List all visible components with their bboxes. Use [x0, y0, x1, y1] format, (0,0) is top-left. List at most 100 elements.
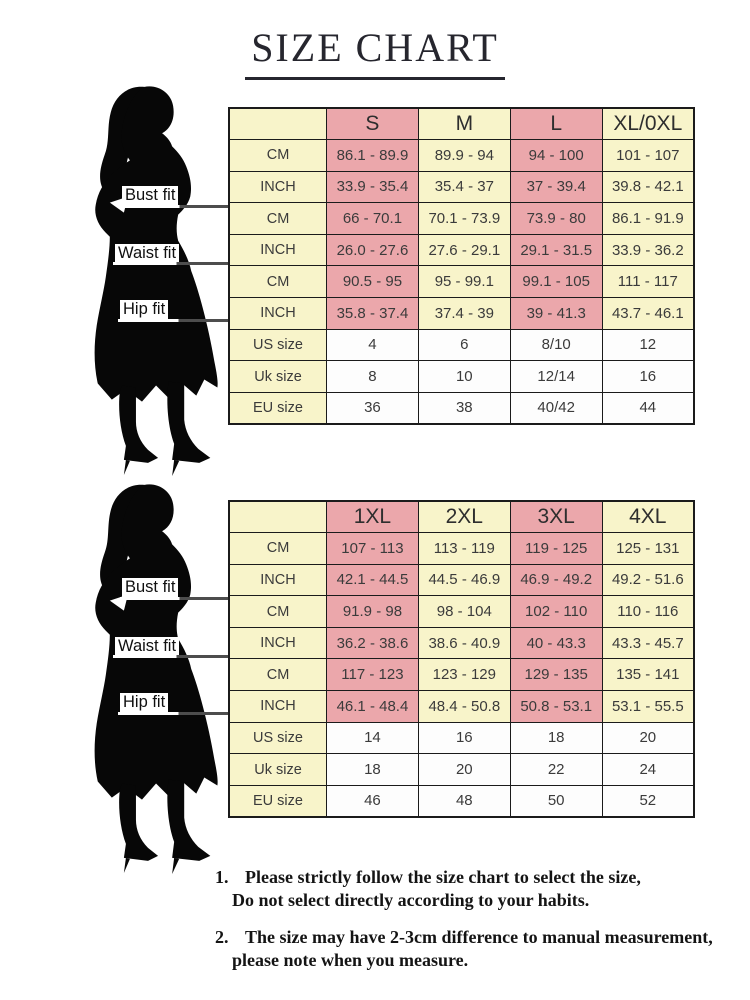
- hip-fit-label-1: Hip fit: [120, 300, 169, 319]
- value-cell: 8: [326, 360, 419, 393]
- table-row: CM 86.1 - 89.9 89.9 - 94 94 - 100 101 - 107: [228, 139, 695, 172]
- value-cell: 39 - 41.3: [509, 297, 603, 330]
- note-2-line-2: please note when you measure.: [232, 950, 469, 970]
- hip-fit-line-1: [118, 319, 228, 322]
- row-label-cell: INCH: [228, 170, 327, 204]
- bust-fit-label-2: Bust fit: [122, 578, 179, 597]
- row-label-cell: Uk size: [228, 360, 327, 393]
- value-cell: 18: [509, 721, 603, 755]
- value-cell: 125 - 131: [601, 532, 695, 565]
- value-cell: 37 - 39.4: [509, 170, 603, 204]
- value-cell: 39.8 - 42.1: [601, 170, 695, 204]
- value-cell: 53.1 - 55.5: [601, 690, 695, 723]
- value-cell: 42.1 - 44.5: [326, 563, 419, 597]
- row-label-cell: INCH: [228, 626, 327, 660]
- value-cell: 89.9 - 94: [417, 139, 511, 172]
- waist-fit-label-1: Waist fit: [115, 244, 180, 263]
- value-cell: 36: [326, 391, 419, 425]
- table-row: INCH 42.1 - 44.5 44.5 - 46.9 46.9 - 49.2 49.…: [228, 563, 695, 597]
- note-1-line-1: Please strictly follow the size chart to…: [245, 867, 641, 887]
- value-cell: 35.4 - 37: [417, 170, 511, 204]
- value-cell: 48.4 - 50.8: [417, 690, 511, 723]
- size-column-header: L: [509, 107, 603, 141]
- row-label-cell: CM: [228, 139, 327, 172]
- value-cell: 91.9 - 98: [326, 595, 419, 628]
- value-cell: 46: [326, 784, 419, 818]
- value-cell: 90.5 - 95: [326, 265, 419, 299]
- table-row: US size 14 16 18 20: [228, 721, 695, 755]
- table-row: CM 90.5 - 95 95 - 99.1 99.1 - 105 111 - 117: [228, 265, 695, 299]
- hip-fit-line-2: [118, 712, 228, 715]
- size-header-row: 1XL 2XL 3XL 4XL: [228, 500, 695, 534]
- value-cell: 135 - 141: [601, 658, 695, 692]
- note-1-line-2: Do not select directly according to your…: [232, 890, 590, 910]
- corner-cell: [228, 107, 327, 141]
- size-column-header: S: [326, 107, 419, 141]
- value-cell: 18: [326, 753, 419, 786]
- value-cell: 43.3 - 45.7: [601, 626, 695, 660]
- value-cell: 101 - 107: [601, 139, 695, 172]
- value-cell: 36.2 - 38.6: [326, 626, 419, 660]
- row-label-cell: CM: [228, 532, 327, 565]
- table-row: INCH 33.9 - 35.4 35.4 - 37 37 - 39.4 39.8 - …: [228, 170, 695, 204]
- value-cell: 73.9 - 80: [509, 202, 603, 235]
- value-cell: 46.9 - 49.2: [509, 563, 603, 597]
- waist-fit-line-2: [113, 655, 228, 658]
- value-cell: 44: [601, 391, 695, 425]
- table-row: INCH 26.0 - 27.6 27.6 - 29.1 29.1 - 31.5 33.…: [228, 233, 695, 267]
- bust-fit-label-1: Bust fit: [122, 186, 179, 205]
- value-cell: 50: [509, 784, 603, 818]
- value-cell: 99.1 - 105: [509, 265, 603, 299]
- waist-fit-label-2: Waist fit: [115, 637, 180, 656]
- value-cell: 49.2 - 51.6: [601, 563, 695, 597]
- woman-silhouette-1: [58, 84, 232, 476]
- note-2-number: 2.: [215, 927, 229, 947]
- row-label-cell: INCH: [228, 297, 327, 330]
- value-cell: 16: [601, 360, 695, 393]
- size-column-header: XL/0XL: [601, 107, 695, 141]
- value-cell: 12: [601, 328, 695, 362]
- waist-fit-line-1: [113, 262, 228, 265]
- value-cell: 40 - 43.3: [509, 626, 603, 660]
- value-cell: 27.6 - 29.1: [417, 233, 511, 267]
- value-cell: 129 - 135: [509, 658, 603, 692]
- row-label-cell: INCH: [228, 563, 327, 597]
- table-row: CM 66 - 70.1 70.1 - 73.9 73.9 - 80 86.1 - 91…: [228, 202, 695, 235]
- table-row: CM 117 - 123 123 - 129 129 - 135 135 - 141: [228, 658, 695, 692]
- note-2: 2. The size may have 2-3cm difference to…: [215, 926, 745, 972]
- value-cell: 46.1 - 48.4: [326, 690, 419, 723]
- value-cell: 113 - 119: [417, 532, 511, 565]
- table-row: CM 107 - 113 113 - 119 119 - 125 125 - 131: [228, 532, 695, 565]
- note-1-number: 1.: [215, 867, 229, 887]
- value-cell: 94 - 100: [509, 139, 603, 172]
- woman-silhouette-2: [58, 482, 232, 874]
- value-cell: 10: [417, 360, 511, 393]
- row-label-cell: INCH: [228, 233, 327, 267]
- table-row: INCH 46.1 - 48.4 48.4 - 50.8 50.8 - 53.1 53.…: [228, 690, 695, 723]
- table-row: US size 4 6 8/10 12: [228, 328, 695, 362]
- table-row: INCH 36.2 - 38.6 38.6 - 40.9 40 - 43.3 43.3 …: [228, 626, 695, 660]
- row-label-cell: Uk size: [228, 753, 327, 786]
- page-title: SIZE CHART: [245, 24, 505, 80]
- value-cell: 38.6 - 40.9: [417, 626, 511, 660]
- value-cell: 119 - 125: [509, 532, 603, 565]
- corner-cell: [228, 500, 327, 534]
- row-label-cell: CM: [228, 595, 327, 628]
- value-cell: 86.1 - 89.9: [326, 139, 419, 172]
- note-1: 1. Please strictly follow the size chart…: [215, 866, 745, 912]
- title-wrap: SIZE CHART: [0, 24, 750, 80]
- size-table-s-to-xl: S M L XL/0XL CM 86.1 - 89.9 89.9 - 94 94 - 100 1…: [228, 107, 695, 425]
- value-cell: 33.9 - 35.4: [326, 170, 419, 204]
- row-label-cell: EU size: [228, 784, 327, 818]
- bust-fit-line-1: [120, 205, 228, 208]
- value-cell: 4: [326, 328, 419, 362]
- value-cell: 50.8 - 53.1: [509, 690, 603, 723]
- row-label-cell: US size: [228, 721, 327, 755]
- hip-fit-label-2: Hip fit: [120, 693, 169, 712]
- value-cell: 29.1 - 31.5: [509, 233, 603, 267]
- notes: 1. Please strictly follow the size chart…: [215, 866, 745, 972]
- value-cell: 48: [417, 784, 511, 818]
- value-cell: 40/42: [509, 391, 603, 425]
- value-cell: 117 - 123: [326, 658, 419, 692]
- size-table-1xl-to-4xl: 1XL 2XL 3XL 4XL CM 107 - 113 113 - 119 119 - 12…: [228, 500, 695, 818]
